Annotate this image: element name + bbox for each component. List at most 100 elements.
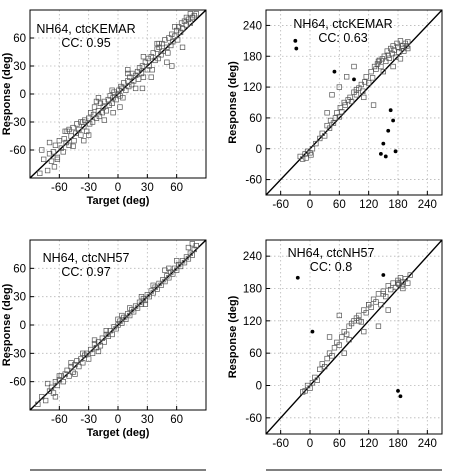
- data-point: [166, 275, 172, 281]
- plot-frame: [265, 239, 443, 435]
- data-point: [326, 334, 333, 340]
- y-tick-label: 60: [13, 33, 26, 45]
- data-point: [152, 57, 158, 64]
- data-point: [109, 100, 115, 106]
- data-point: [363, 74, 369, 80]
- data-point: [117, 104, 123, 110]
- x-tick-label: 60: [170, 414, 183, 426]
- data-point: [86, 121, 93, 127]
- data-point: [142, 297, 149, 304]
- data-point: [140, 54, 147, 60]
- data-point: [164, 44, 170, 50]
- data-point: [89, 350, 96, 356]
- data-point: [336, 312, 342, 319]
- outlier-point: [378, 151, 383, 156]
- data-point: [378, 63, 384, 70]
- data-point: [97, 343, 104, 349]
- y-tick-label: -30: [9, 117, 26, 129]
- data-point: [42, 397, 49, 404]
- data-point: [326, 125, 333, 131]
- data-point: [101, 98, 107, 105]
- data-point: [138, 294, 145, 300]
- annotation-listener-pair: NH64, ctcKEMAR: [36, 22, 135, 36]
- data-point: [126, 83, 132, 90]
- data-point: [78, 132, 84, 138]
- data-point: [154, 286, 160, 292]
- data-point: [90, 111, 97, 118]
- data-point: [172, 33, 178, 39]
- data-point: [353, 87, 360, 93]
- data-point: [366, 80, 372, 86]
- data-point: [179, 44, 186, 50]
- y-tick-label: 180: [243, 51, 262, 63]
- y-tick-label: 240: [243, 20, 262, 32]
- data-point: [118, 83, 124, 90]
- data-point: [309, 380, 316, 386]
- data-point: [95, 108, 102, 114]
- data-point: [375, 291, 382, 297]
- data-point: [162, 267, 168, 273]
- data-point: [356, 318, 362, 324]
- data-point: [120, 95, 126, 101]
- data-point: [185, 256, 192, 262]
- data-point: [134, 305, 141, 311]
- data-point: [155, 55, 161, 62]
- data-point: [174, 267, 180, 273]
- data-point: [68, 133, 74, 139]
- x-tick-label: 120: [359, 199, 378, 211]
- data-point: [138, 301, 145, 307]
- data-point: [60, 379, 66, 385]
- data-point: [169, 63, 175, 69]
- data-point: [361, 328, 367, 335]
- data-point: [97, 100, 104, 106]
- data-point: [109, 331, 115, 338]
- data-point: [130, 309, 137, 315]
- panel-top-left: -60 -30 0 30 60 -60 -30 0 30 60 Target (deg) Respon…: [1, 9, 207, 207]
- data-point: [39, 147, 45, 153]
- x-tick-label: -30: [80, 182, 97, 194]
- x-tick-label: 0: [115, 414, 121, 426]
- data-point: [363, 310, 369, 316]
- y-tick-label: 0: [256, 144, 262, 156]
- data-point: [348, 98, 355, 105]
- data-point: [407, 272, 413, 278]
- data-point: [80, 360, 86, 366]
- data-point: [100, 104, 106, 110]
- data-point: [150, 282, 156, 288]
- data-point: [187, 20, 194, 26]
- data-point: [164, 59, 170, 65]
- data-point: [148, 74, 154, 80]
- data-point: [54, 156, 61, 162]
- data-point: [162, 278, 168, 285]
- outlier-point: [295, 275, 300, 280]
- x-tick-label: -60: [272, 438, 289, 450]
- data-point: [132, 85, 139, 92]
- data-point: [380, 69, 386, 75]
- data-point: [103, 328, 109, 334]
- data-point: [95, 348, 102, 355]
- data-point: [140, 74, 147, 80]
- data-point: [51, 164, 58, 170]
- data-point: [300, 156, 306, 162]
- data-points: [35, 241, 199, 407]
- data-point: [74, 358, 80, 364]
- y-tick-label: 0: [256, 381, 262, 393]
- x-axis-label: Target (deg): [87, 195, 150, 207]
- data-point: [87, 110, 94, 116]
- data-point: [76, 363, 82, 370]
- data-point: [81, 124, 87, 130]
- data-point: [400, 285, 406, 292]
- annotation-correlation: CC: 0.63: [318, 31, 367, 45]
- data-point: [125, 70, 131, 77]
- data-point: [91, 104, 98, 110]
- data-point: [89, 119, 96, 125]
- data-point: [72, 371, 78, 377]
- data-point: [373, 299, 379, 305]
- data-point: [146, 294, 152, 300]
- x-tick-label: -60: [272, 199, 289, 211]
- data-point: [123, 87, 129, 93]
- data-point: [366, 302, 372, 308]
- annotation-correlation: CC: 0.8: [310, 260, 352, 274]
- data-point: [165, 50, 171, 56]
- data-point: [146, 63, 152, 69]
